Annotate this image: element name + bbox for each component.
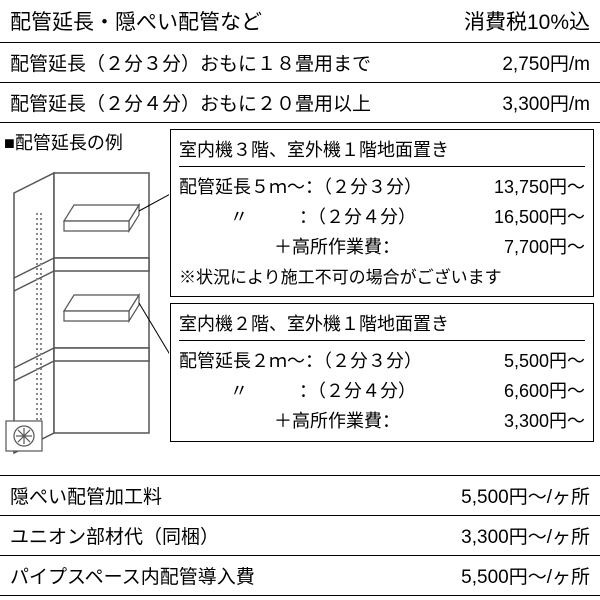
box2-line3: ＋高所作業費： 3,300円～ [179, 405, 585, 435]
r: 16,500円～ [494, 203, 585, 229]
bottom-row-2: パイプスペース内配管導入費 5,500円～/ヶ所 [0, 556, 600, 596]
box3-title: 室内機３階、室外機１階地面置き [179, 136, 585, 167]
box3-note: ※状況により施工不可の場合がございます [179, 261, 585, 290]
box2-line1: 配管延長２ｍ～：（２分３分） 5,500円～ [179, 345, 585, 375]
box2-line2: 〃：（２分４分） 6,600円～ [179, 375, 585, 405]
price: 5,500円～/ヶ所 [461, 482, 590, 509]
box3-line3: ＋高所作業費： 7,700円～ [179, 231, 585, 261]
box2-title: 室内機２階、室外機１階地面置き [179, 310, 585, 341]
r: 5,500円～ [504, 347, 585, 373]
header-title: 配管延長・隠ぺい配管など [10, 6, 262, 36]
box3-line1: 配管延長５ｍ～：（２分３分） 13,750円～ [179, 171, 585, 201]
r: 7,700円～ [504, 233, 585, 259]
r: 6,600円～ [504, 377, 585, 403]
box3-line2: 〃：（２分４分） 16,500円～ [179, 201, 585, 231]
price-label: 配管延長（２分３分）おもに１８畳用まで [10, 49, 371, 76]
price: 5,500円～/ヶ所 [461, 562, 590, 589]
example-section: ■配管延長の例 [0, 123, 600, 476]
boxes-area: 室内機３階、室外機１階地面置き 配管延長５ｍ～：（２分３分） 13,750円～ … [170, 123, 600, 475]
price-value: 3,300円/m [502, 89, 590, 116]
example-title: ■配管延長の例 [4, 129, 166, 155]
r: 3,300円～ [504, 407, 585, 433]
box-floor3: 室内機３階、室外機１階地面置き 配管延長５ｍ～：（２分３分） 13,750円～ … [170, 129, 594, 297]
label: ユニオン部材代（同梱） [10, 522, 219, 549]
pricing-document: 配管延長・隠ぺい配管など 消費税10%込 配管延長（２分３分）おもに１８畳用まで… [0, 0, 600, 596]
l: 配管延長５ｍ～：（２分３分） [179, 173, 422, 199]
bottom-row-0: 隠ぺい配管加工料 5,500円～/ヶ所 [0, 476, 600, 516]
header-tax: 消費税10%込 [464, 6, 590, 36]
price-row-0: 配管延長（２分３分）おもに１８畳用まで 2,750円/m [0, 43, 600, 83]
l: 〃：（２分４分） [179, 203, 416, 229]
building-diagram [4, 163, 169, 463]
l: 〃：（２分４分） [179, 377, 416, 403]
label: パイプスペース内配管導入費 [10, 562, 255, 589]
l: 配管延長２ｍ～：（２分３分） [179, 347, 422, 373]
price-value: 2,750円/m [502, 49, 590, 76]
price-label: 配管延長（２分４分）おもに２０畳用以上 [10, 89, 371, 116]
bottom-row-1: ユニオン部材代（同梱） 3,300円～/ヶ所 [0, 516, 600, 556]
diagram-area: ■配管延長の例 [0, 123, 170, 475]
l: ＋高所作業費： [179, 233, 400, 259]
price: 3,300円～/ヶ所 [461, 522, 590, 549]
box-floor2: 室内機２階、室外機１階地面置き 配管延長２ｍ～：（２分３分） 5,500円～ 〃… [170, 303, 594, 442]
r: 13,750円～ [494, 173, 585, 199]
header-row: 配管延長・隠ぺい配管など 消費税10%込 [0, 0, 600, 43]
price-row-1: 配管延長（２分４分）おもに２０畳用以上 3,300円/m [0, 83, 600, 123]
l: ＋高所作業費： [179, 407, 400, 433]
label: 隠ぺい配管加工料 [10, 482, 162, 509]
